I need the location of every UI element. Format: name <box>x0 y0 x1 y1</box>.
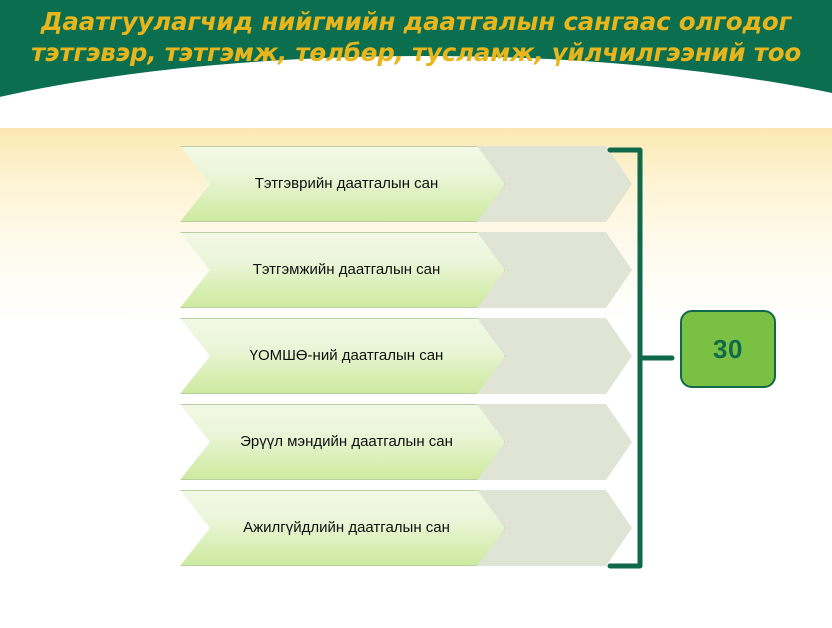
header-band <box>0 0 832 128</box>
total-value-box[interactable]: 30 <box>680 310 776 388</box>
row-label: Эрүүл мэндийн даатгалын сан <box>240 432 453 450</box>
row-label-chevron[interactable]: Тэтгэмжийн даатгалын сан <box>180 232 505 308</box>
row-label: Тэтгэврийн даатгалын сан <box>254 174 439 192</box>
page-title: Даатгуулагчид нийгмийн даатгалын сангаас… <box>31 7 801 68</box>
row-label-chevron[interactable]: ҮОМШӨ-ний даатгалын сан <box>180 318 505 394</box>
row-label-chevron[interactable]: Тэтгэврийн даатгалын сан <box>180 146 505 222</box>
row-label: Тэтгэмжийн даатгалын сан <box>252 260 441 278</box>
row-label-chevron[interactable]: Ажилгүйдлийн даатгалын сан <box>180 490 505 566</box>
row-label: ҮОМШӨ-ний даатгалын сан <box>249 346 444 364</box>
row-label: Ажилгүйдлийн даатгалын сан <box>243 518 450 536</box>
row-label-chevron[interactable]: Эрүүл мэндийн даатгалын сан <box>180 404 505 480</box>
total-value: 30 <box>713 333 743 364</box>
